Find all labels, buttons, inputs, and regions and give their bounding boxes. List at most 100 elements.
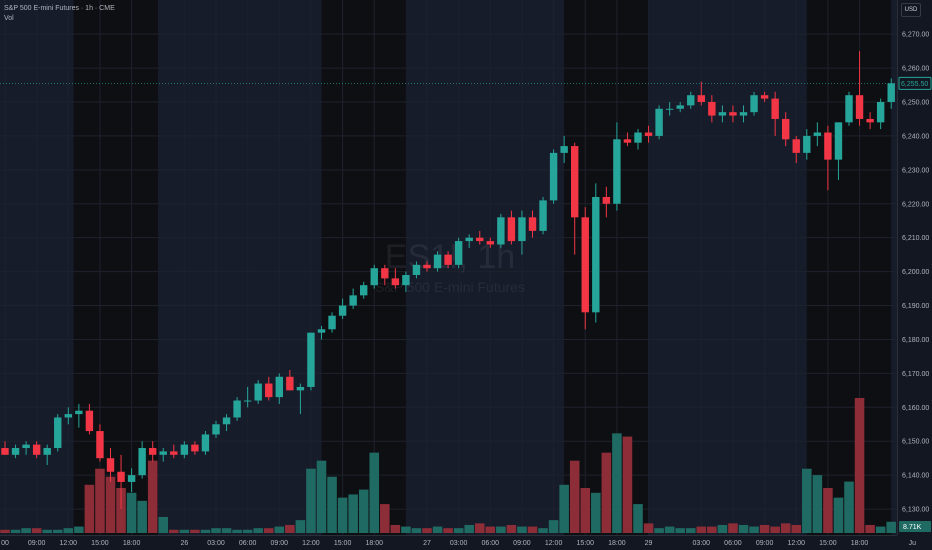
volume-bar [664, 526, 675, 533]
candle-body [855, 95, 864, 119]
volume-bar [95, 468, 105, 533]
last-price-badge [898, 76, 932, 90]
time-tick-label: 03:00 [207, 540, 225, 547]
volume-bar [485, 526, 496, 533]
price-tick-label: 6,240.00 [902, 133, 929, 140]
time-tick-label: 26 [180, 540, 188, 547]
candle-body [834, 122, 843, 160]
candle-body [539, 200, 547, 231]
candle-body [824, 132, 832, 160]
volume-bar [823, 488, 833, 533]
time-tick-label: 27 [423, 540, 431, 547]
volume-bar [337, 497, 348, 533]
volume-bar [232, 529, 242, 533]
candle-body [465, 237, 473, 242]
volume-bar [601, 452, 612, 533]
volume-bar [875, 526, 886, 533]
volume-bar [812, 475, 823, 533]
last-price-label: 6,255.50 [901, 81, 928, 88]
volume-bar [685, 528, 696, 533]
volume-bar [52, 529, 63, 533]
volume-bar [0, 529, 10, 533]
volume-bar [559, 484, 569, 533]
volume-bar [464, 524, 474, 533]
candle-body [623, 139, 632, 143]
volume-bar [496, 526, 506, 533]
volume-bar [306, 468, 316, 533]
candle-body [286, 376, 294, 391]
candle-body [106, 458, 115, 472]
price-tick-label: 6,180.00 [902, 337, 929, 344]
candle-body [22, 444, 30, 449]
price-tick-label: 6,190.00 [902, 303, 929, 310]
volume-bar [770, 526, 780, 533]
volume-bar [833, 497, 844, 533]
volume-bar [443, 528, 453, 533]
volume-bar [42, 529, 52, 533]
volume-bar [517, 526, 527, 533]
candle-body [613, 139, 621, 204]
candle-body [64, 414, 72, 418]
candle-body [54, 417, 62, 449]
volume-bar [242, 529, 253, 533]
candle-body [697, 95, 705, 102]
volume-bar [844, 481, 854, 533]
volume-bar [263, 528, 274, 533]
volume-bar [453, 528, 464, 533]
volume-bar [74, 526, 84, 533]
candle-body [275, 376, 283, 398]
candle-body [782, 118, 790, 140]
price-tick-label: 6,200.00 [902, 269, 929, 276]
price-tick-label: 6,150.00 [902, 439, 929, 446]
volume-bar [854, 398, 865, 533]
chart-legend: S&P 500 E-mini Futures · 1h · CME Vol [4, 4, 115, 24]
time-tick-label: 06:00 [482, 540, 500, 547]
volume-bar [31, 528, 42, 533]
candle-body [75, 410, 83, 415]
volume-bar [358, 489, 369, 533]
volume-bar [411, 528, 422, 533]
volume-bar [654, 528, 664, 533]
price-tick-label: 6,170.00 [902, 371, 929, 378]
candle-body [760, 95, 769, 99]
volume-bar [422, 528, 432, 533]
time-tick-label: 00 [1, 540, 9, 547]
currency-badge[interactable]: USD [901, 3, 921, 17]
candle-body [412, 264, 421, 275]
time-tick-label: 12:00 [545, 540, 563, 547]
volume-bar [548, 520, 559, 533]
price-tick-label: 6,260.00 [902, 66, 929, 73]
session-break-shade [321, 0, 406, 535]
candle-body [581, 217, 589, 313]
volume-indicator-label: Vol [4, 15, 14, 22]
volume-bar [380, 504, 390, 533]
volume-bar [738, 524, 749, 533]
price-tick-label: 6,230.00 [902, 167, 929, 174]
candle-body [11, 448, 20, 455]
price-tick-label: 6,250.00 [902, 99, 929, 106]
volume-bar [707, 526, 717, 533]
volume-bar [728, 523, 738, 533]
time-axis [0, 535, 897, 550]
volume-bar [675, 528, 685, 533]
volume-bar [116, 488, 126, 533]
candle-body [876, 101, 885, 123]
candle-body [338, 305, 347, 316]
candle-body [549, 152, 558, 201]
candle-body [634, 132, 642, 143]
volume-bar [200, 529, 211, 533]
candle-body [423, 264, 431, 269]
candle-body [32, 444, 41, 455]
time-tick-label: 06:00 [239, 540, 257, 547]
volume-bar [316, 460, 327, 533]
time-tick-label: 29 [645, 540, 653, 547]
volume-bar [295, 520, 306, 533]
volume-bar [137, 500, 147, 533]
volume-bar [791, 524, 802, 533]
volume-bar [274, 526, 285, 533]
volume-bar [506, 524, 517, 533]
candle-body [254, 383, 262, 401]
candle-body [518, 217, 526, 242]
session-break-shade [564, 0, 649, 535]
